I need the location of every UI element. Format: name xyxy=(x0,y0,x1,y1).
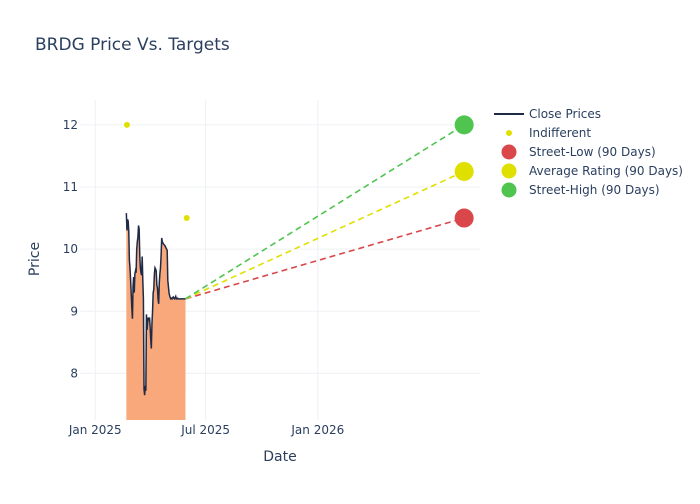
y-tick-label: 11 xyxy=(63,180,78,194)
legend-label: Close Prices xyxy=(529,107,601,121)
tick-layer: 8 9 10 11 12 Jan 2025 Jul 2025 Jan 2026 xyxy=(63,118,345,437)
legend: Close Prices Indifferent Street-Low (90 Da… xyxy=(494,107,683,198)
x-axis-title: Date xyxy=(263,449,296,465)
x-tick-label: Jan 2025 xyxy=(68,423,122,437)
indifferent-rating-point xyxy=(183,215,190,222)
y-tick-label: 9 xyxy=(70,304,78,318)
marker-layer xyxy=(123,115,474,228)
y-tick-label: 12 xyxy=(63,118,78,132)
close-price-area xyxy=(126,213,186,420)
legend-label: Average Rating (90 Days) xyxy=(529,164,683,178)
legend-swatch-marker xyxy=(501,144,517,160)
legend-label: Street-High (90 Days) xyxy=(529,183,660,197)
target-point xyxy=(454,208,474,228)
target-projection-line xyxy=(185,124,465,300)
line-layer xyxy=(125,124,465,396)
y-tick-label: 10 xyxy=(63,242,78,256)
y-tick-label: 8 xyxy=(70,366,78,380)
target-projection-line xyxy=(185,170,465,300)
indifferent-rating-point xyxy=(123,121,130,128)
legend-swatch-marker xyxy=(501,182,517,198)
target-projection-line xyxy=(185,217,465,300)
legend-label: Indifferent xyxy=(529,126,591,140)
chart-title: BRDG Price Vs. Targets xyxy=(35,35,230,55)
x-tick-label: Jan 2026 xyxy=(290,423,344,437)
area-layer xyxy=(126,213,186,420)
legend-swatch-marker xyxy=(506,130,512,136)
y-axis-title: Price xyxy=(27,242,43,276)
x-tick-label: Jul 2025 xyxy=(180,423,230,437)
legend-swatch-marker xyxy=(501,163,517,179)
legend-label: Street-Low (90 Days) xyxy=(529,145,656,159)
target-point xyxy=(454,115,474,135)
target-point xyxy=(454,161,474,181)
close-price-line xyxy=(125,213,186,396)
